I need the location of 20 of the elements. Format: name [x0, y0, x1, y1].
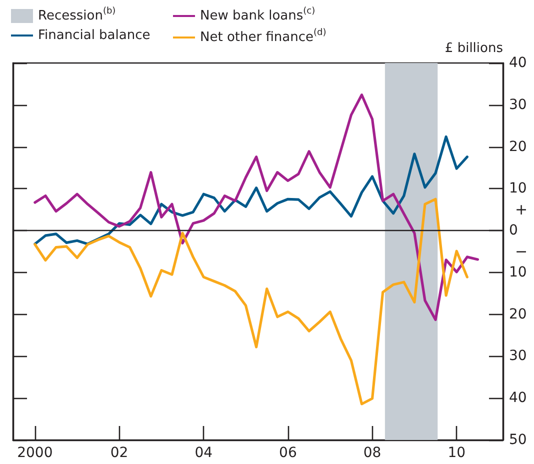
text: −: [515, 242, 528, 260]
y-tick-label: 10: [509, 264, 527, 280]
y-tick-label: 0: [509, 222, 518, 239]
legend-label: Financial balance: [38, 28, 150, 43]
x-tick-label: 08: [363, 445, 382, 461]
y-tick-label: 50: [509, 432, 527, 448]
y-tick-label: 30: [509, 348, 527, 364]
y-tick-label: 40: [509, 55, 527, 71]
text: +: [515, 200, 528, 219]
y-tick-label: 20: [509, 306, 527, 322]
y-axis-title: £ billions: [444, 41, 504, 56]
x-tick-label: 10: [448, 445, 466, 461]
y-tick-label: 40: [509, 390, 527, 406]
y-tick-label: 10: [509, 180, 527, 197]
x-tick-label: 2000: [17, 445, 53, 461]
x-tick-label: 04: [194, 445, 213, 461]
x-tick-label: 02: [110, 445, 128, 461]
y-tick-label: 20: [509, 138, 527, 155]
y-tick-label: 30: [509, 96, 527, 113]
x-tick-label: 06: [279, 445, 297, 461]
